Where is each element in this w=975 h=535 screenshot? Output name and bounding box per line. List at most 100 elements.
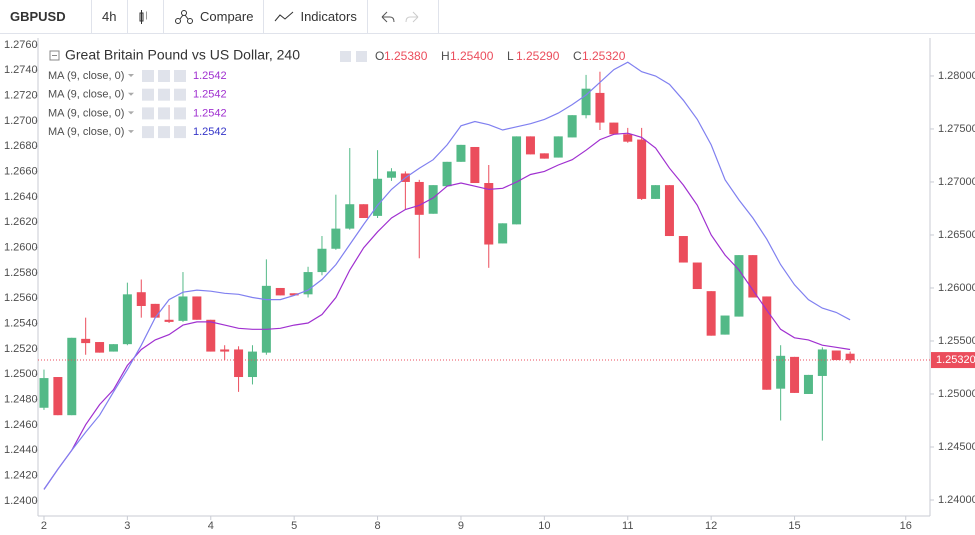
- ohlc-name: H: [441, 49, 450, 63]
- candle-body: [539, 153, 549, 159]
- candle-body: [484, 183, 494, 245]
- candle-body: [373, 178, 383, 216]
- undo-redo: [368, 0, 439, 33]
- last-price-label: 1.25320: [936, 354, 975, 366]
- indicator-menu: [128, 130, 134, 134]
- y-tick-label: 1.2460: [4, 419, 38, 431]
- x-tick-label: 2: [41, 520, 47, 532]
- candle-body: [289, 293, 299, 296]
- indicator-button: [174, 70, 186, 82]
- y-tick-label: 1.2620: [4, 216, 38, 228]
- candle-body: [831, 350, 841, 361]
- ma-line: [43, 132, 851, 490]
- x-tick-label: 5: [291, 520, 297, 532]
- indicator-menu: [128, 111, 134, 115]
- y2-tick-label: 1.26000: [938, 282, 975, 294]
- chart-style[interactable]: [128, 0, 164, 33]
- x-tick-label: 3: [124, 520, 130, 532]
- x-tick-label: 15: [788, 520, 800, 532]
- candle-body: [692, 262, 702, 290]
- indicator-value: 1.2542: [193, 107, 227, 119]
- candle-body: [720, 315, 730, 335]
- collapse-icon[interactable]: [49, 50, 60, 61]
- chart-title: Great Britain Pound vs US Dollar, 240: [65, 47, 300, 63]
- x-tick-label: 4: [208, 520, 214, 532]
- compare-icon: [175, 9, 193, 24]
- candle-body: [178, 296, 188, 321]
- y-tick-label: 1.2580: [4, 267, 38, 279]
- y-tick-label: 1.2420: [4, 470, 38, 482]
- indicator-menu: [128, 92, 134, 96]
- y2-tick-label: 1.25500: [938, 335, 975, 347]
- candle-body: [623, 134, 633, 142]
- indicator-name: MA (9, close, 0): [48, 126, 124, 138]
- y-tick-label: 1.2660: [4, 166, 38, 178]
- candle-body: [845, 353, 855, 361]
- title-button: [356, 51, 367, 62]
- candle-body: [386, 171, 396, 178]
- candle-body: [122, 294, 132, 345]
- indicator-value: 1.2542: [193, 89, 227, 101]
- candle-body: [734, 255, 744, 317]
- candle-body: [345, 204, 355, 229]
- candle-body: [553, 136, 563, 158]
- y-tick-label: 1.2640: [4, 191, 38, 203]
- indicators-label: Indicators: [300, 9, 357, 24]
- x-tick-label: 8: [375, 520, 381, 532]
- candle-body: [512, 136, 522, 225]
- ohlc-value: 1.25320: [582, 49, 626, 63]
- y-tick-label: 1.2560: [4, 292, 38, 304]
- compare-button[interactable]: Compare: [164, 0, 265, 33]
- indicator-button: [174, 107, 186, 120]
- candle-body: [525, 136, 535, 155]
- interval[interactable]: 4h: [92, 0, 128, 33]
- candle-body: [414, 181, 424, 215]
- candle-body: [762, 296, 772, 390]
- candle-body: [275, 287, 285, 296]
- candle-body: [164, 319, 174, 322]
- candle-body: [442, 161, 452, 187]
- y-tick-label: 1.2700: [4, 115, 38, 127]
- y2-tick-label: 1.27500: [938, 123, 975, 135]
- symbol[interactable]: GBPUSD: [0, 0, 92, 33]
- candle-body: [81, 338, 91, 344]
- x-tick-label: 9: [458, 520, 464, 532]
- indicator-button: [158, 88, 170, 101]
- candle-body: [498, 223, 508, 244]
- y2-tick-label: 1.28000: [938, 70, 975, 82]
- indicator-name: MA (9, close, 0): [48, 70, 124, 82]
- candle-body: [303, 272, 313, 295]
- ohlc-value: 1.25290: [516, 49, 560, 63]
- candle-body: [776, 355, 786, 389]
- compare-label: Compare: [200, 9, 254, 24]
- candle-body: [136, 292, 146, 306]
- candle-body: [317, 248, 327, 273]
- last-price-tag: [931, 352, 975, 369]
- y-tick-label: 1.2740: [4, 64, 38, 76]
- labels: 1.2760 1.2740 1.2720 1.2700 1.2680 1.2660 1.26…: [4, 39, 975, 532]
- candle-body: [108, 344, 118, 352]
- candle-body: [678, 236, 688, 263]
- ohlc-value: 1.25400: [450, 49, 494, 63]
- ohlc-value: 1.25380: [384, 49, 428, 63]
- indicators-button[interactable]: Indicators: [264, 0, 368, 33]
- title-button: [340, 51, 351, 62]
- candle-body: [67, 337, 77, 416]
- y2-tick-label: 1.25000: [938, 388, 975, 400]
- candle-body: [247, 351, 257, 378]
- chart: 1.2760 1.2740 1.2720 1.2700 1.2680 1.2660 1.26…: [4, 38, 975, 532]
- y2-tick-label: 1.27000: [938, 176, 975, 188]
- candle-body: [748, 255, 758, 298]
- candle-body: [803, 374, 813, 394]
- candle-body: [220, 349, 230, 352]
- y2-tick-label: 1.24500: [938, 441, 975, 453]
- indicator-value: 1.2542: [193, 126, 227, 138]
- y2-tick-label: 1.26500: [938, 229, 975, 241]
- candle-body: [664, 185, 674, 237]
- indicator-button: [174, 88, 186, 101]
- ma-line: [43, 61, 851, 490]
- y-tick-label: 1.2760: [4, 39, 38, 51]
- candle-body: [53, 377, 63, 416]
